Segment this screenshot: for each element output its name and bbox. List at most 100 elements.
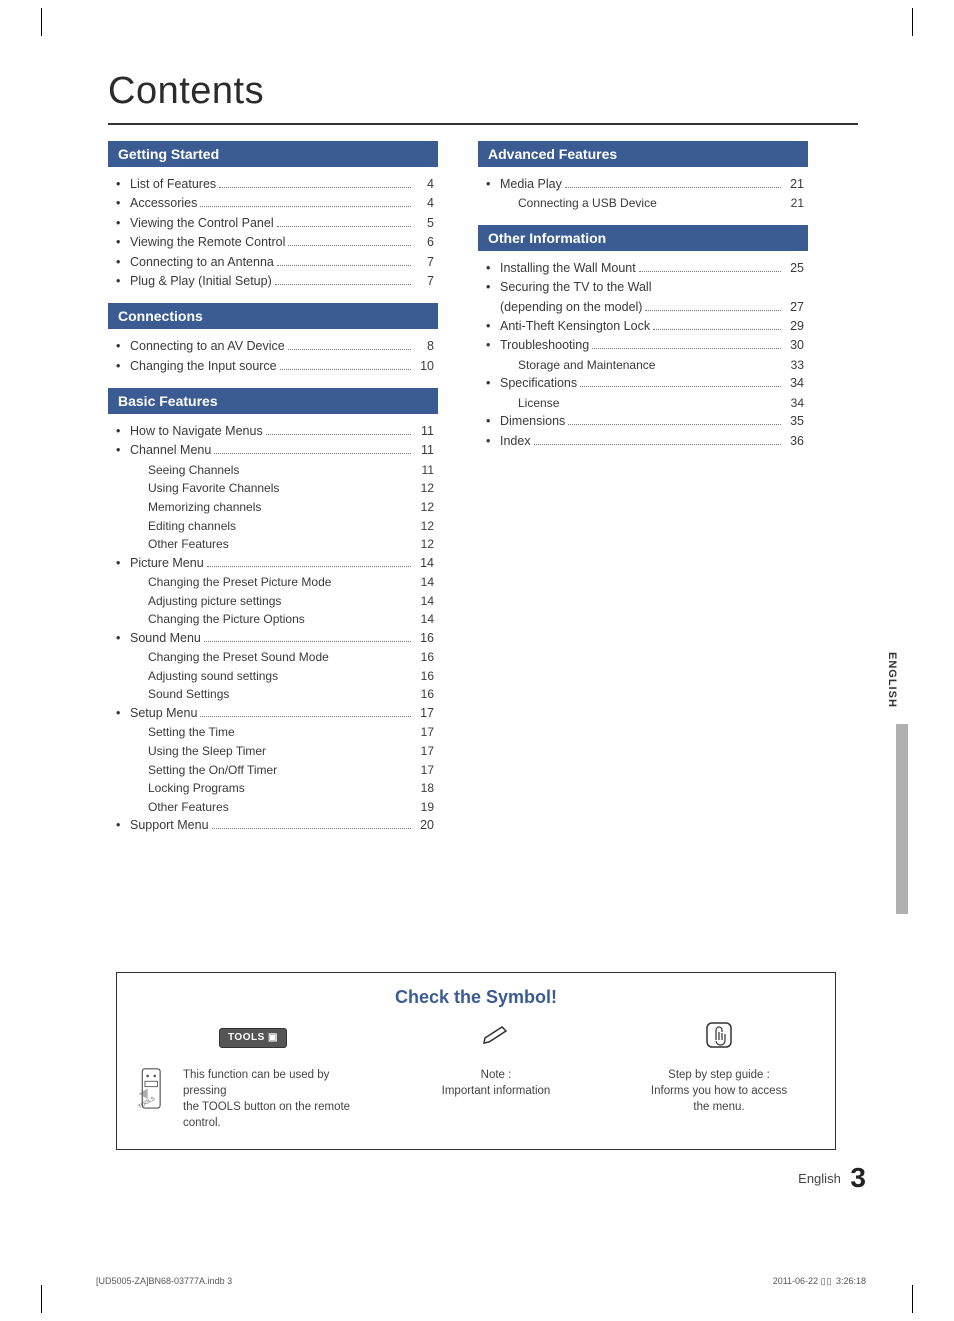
toc-leader	[565, 187, 781, 188]
print-footer-left: [UD5005-ZA]BN68-03777A.indb 3	[96, 1276, 232, 1287]
note-icon	[411, 1024, 581, 1051]
toc-leader	[534, 444, 781, 445]
toc-page: 5	[414, 214, 434, 233]
page-title: Contents	[108, 70, 868, 113]
toc-subitem: Seeing Channels11	[130, 461, 434, 480]
toc-item: Viewing the Remote Control6	[112, 233, 434, 252]
toc-sub-page: 12	[414, 479, 434, 498]
toc-page: 6	[414, 233, 434, 252]
toc-sub-page: 17	[414, 723, 434, 742]
toc-sub-label: Editing channels	[148, 517, 236, 536]
crop-mark-tl	[28, 8, 42, 36]
note-desc-1: Note :	[411, 1067, 581, 1083]
toc-label: Viewing the Control Panel	[130, 214, 274, 233]
print-footer-right: 2011-06-22 ▯▯ 3:26:18	[773, 1276, 866, 1287]
toc-list: Media Play21Connecting a USB Device21	[478, 175, 808, 219]
toc-label: Media Play	[500, 175, 562, 194]
toc-item: Connecting to an AV Device8	[112, 337, 434, 356]
toc-page: 4	[414, 175, 434, 194]
toc-sub-page: 19	[414, 798, 434, 817]
toc-sub-label: Seeing Channels	[148, 461, 239, 480]
guide-desc-1: Step by step guide :	[619, 1067, 819, 1083]
toc-sub-page: 17	[414, 742, 434, 761]
section-header: Basic Features	[108, 388, 438, 414]
toc-page: 27	[784, 298, 804, 317]
toc-subitem: Memorizing channels12	[130, 498, 434, 517]
toc-sub-page: 18	[414, 779, 434, 798]
toc-list: List of Features4Accessories4Viewing the…	[108, 175, 438, 297]
toc-label: How to Navigate Menus	[130, 422, 263, 441]
toc-subitem: Storage and Maintenance33	[500, 356, 804, 375]
toc-label: Accessories	[130, 194, 197, 213]
note-desc-2: Important information	[411, 1083, 581, 1099]
toc-sub-label: Adjusting picture settings	[148, 592, 281, 611]
section-header: Connections	[108, 303, 438, 329]
toc-page: 14	[414, 554, 434, 573]
section-header: Other Information	[478, 225, 808, 251]
toc-leader	[653, 329, 781, 330]
toc-label: Plug & Play (Initial Setup)	[130, 272, 272, 291]
toc-label: Changing the Input source	[130, 357, 277, 376]
tools-desc-1: This function can be used by pressing	[183, 1067, 373, 1099]
toc-leader	[204, 641, 411, 642]
toc-leader	[200, 206, 411, 207]
toc-sub-page: 14	[414, 573, 434, 592]
toc-label: Connecting to an Antenna	[130, 253, 274, 272]
toc-leader	[645, 310, 781, 311]
toc-leader	[266, 434, 411, 435]
step-guide-icon	[619, 1020, 819, 1055]
toc-subitem: Setting the On/Off Timer17	[130, 761, 434, 780]
toc-sub-page: 16	[414, 648, 434, 667]
toc-sub-label: Using Favorite Channels	[148, 479, 279, 498]
toc-page: 11	[414, 422, 434, 441]
toc-label: Support Menu	[130, 816, 209, 835]
toc-label-cont: (depending on the model)	[500, 298, 642, 317]
toc-sub-label: Changing the Picture Options	[148, 610, 305, 629]
toc-item: Setup Menu17Setting the Time17Using the …	[112, 704, 434, 816]
toc-item: Securing the TV to the Wall(depending on…	[482, 278, 804, 317]
side-tab-language: ENGLISH	[886, 640, 898, 720]
toc-label: Index	[500, 432, 531, 451]
crop-mark-tr	[912, 8, 926, 36]
toc-page: 29	[784, 317, 804, 336]
toc-leader	[280, 369, 411, 370]
toc-leader	[592, 348, 781, 349]
toc-list: Connecting to an AV Device8Changing the …	[108, 337, 438, 382]
section-header: Advanced Features	[478, 141, 808, 167]
toc-leader	[277, 226, 411, 227]
toc-item: Changing the Input source10	[112, 357, 434, 376]
toc-label: Anti-Theft Kensington Lock	[500, 317, 650, 336]
toc-subitem: Other Features12	[130, 535, 434, 554]
page-content: Contents Getting StartedList of Features…	[108, 70, 868, 842]
print-footer: [UD5005-ZA]BN68-03777A.indb 3 2011-06-22…	[96, 1276, 866, 1287]
section-header: Getting Started	[108, 141, 438, 167]
toc-subitem: Other Features19	[130, 798, 434, 817]
toc-page: 7	[414, 253, 434, 272]
toc-page: 34	[784, 374, 804, 393]
symbol-icon-row: TOOLS ▣	[133, 1020, 819, 1055]
toc-page: 4	[414, 194, 434, 213]
toc-item: Accessories 4	[112, 194, 434, 213]
side-tab-bar	[896, 724, 908, 914]
toc-leader	[212, 828, 411, 829]
symbol-box-title: Check the Symbol!	[133, 987, 819, 1008]
guide-desc-2: Informs you how to access	[619, 1083, 819, 1099]
toc-sub-label: Changing the Preset Sound Mode	[148, 648, 329, 667]
toc-page: 16	[414, 629, 434, 648]
toc-column-left: Getting StartedList of Features4Accessor…	[108, 135, 438, 842]
toc-label: Picture Menu	[130, 554, 204, 573]
toc-sub-label: Storage and Maintenance	[518, 356, 655, 375]
toc-label: Sound Menu	[130, 629, 201, 648]
toc-sub-label: Setting the Time	[148, 723, 235, 742]
toc-subitem: Sound Settings16	[130, 685, 434, 704]
toc-subitem: Changing the Picture Options14	[130, 610, 434, 629]
toc-page: 30	[784, 336, 804, 355]
toc-page: 8	[414, 337, 434, 356]
toc-leader	[277, 265, 411, 266]
guide-desc-3: the menu.	[619, 1099, 819, 1115]
toc-sub-page: 12	[414, 535, 434, 554]
symbol-col-note: Note : Important information	[411, 1067, 581, 1099]
toc-item: Troubleshooting30Storage and Maintenance…	[482, 336, 804, 374]
toc-subitem: Setting the Time 17	[130, 723, 434, 742]
toc-label: Installing the Wall Mount	[500, 259, 636, 278]
